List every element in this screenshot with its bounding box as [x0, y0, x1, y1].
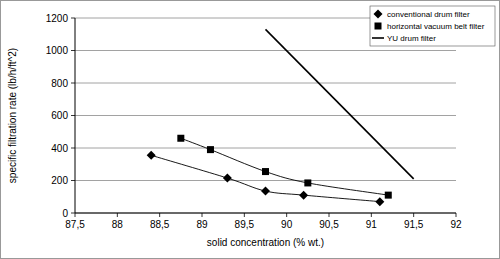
x-tick-label: 89 — [196, 219, 208, 230]
y-tick — [71, 50, 75, 51]
frame — [1, 1, 500, 259]
grid-line — [75, 180, 456, 181]
data-point — [147, 151, 156, 160]
y-tick — [71, 83, 75, 84]
legend-line — [372, 37, 384, 39]
y-tick — [71, 148, 75, 149]
series-line — [266, 29, 414, 179]
y-axis-title: specific filtration rate (lb/h/ft^2) — [7, 48, 18, 183]
x-axis — [75, 213, 456, 214]
x-tick-label: 88,5 — [150, 219, 170, 230]
legend-label: YU drum filter — [387, 34, 436, 43]
x-tick — [117, 213, 118, 217]
x-tick — [244, 213, 245, 217]
legend-label: conventional drum filter — [387, 10, 470, 19]
x-tick — [75, 213, 76, 217]
grid-line — [75, 115, 456, 116]
x-tick-label: 91 — [366, 219, 378, 230]
x-tick-label: 92 — [450, 219, 462, 230]
legend-marker — [374, 10, 383, 19]
grid-line — [75, 50, 456, 51]
legend-label: horizontal vacuum belt filter — [387, 22, 485, 31]
series-line — [181, 138, 388, 195]
grid-line — [75, 83, 456, 84]
x-tick — [286, 213, 287, 217]
x-tick-label: 88 — [112, 219, 124, 230]
data-point — [304, 179, 311, 186]
grid-line — [75, 213, 456, 214]
x-tick-label: 90,5 — [319, 219, 339, 230]
y-tick-label: 400 — [51, 143, 68, 154]
x-tick-label: 91,5 — [404, 219, 424, 230]
data-point — [177, 135, 184, 142]
x-tick-label: 87,5 — [65, 219, 85, 230]
data-point — [385, 192, 392, 199]
y-tick — [71, 115, 75, 116]
y-axis — [75, 18, 76, 213]
y-tick — [71, 213, 75, 214]
x-tick — [202, 213, 203, 217]
y-tick — [71, 180, 75, 181]
data-point — [261, 187, 270, 196]
data-point — [262, 168, 269, 175]
data-point — [299, 191, 308, 200]
legend-marker — [375, 23, 382, 30]
plot-data — [147, 29, 414, 206]
y-tick-label: 1000 — [46, 45, 69, 56]
data-point — [223, 174, 232, 183]
x-axis-title: solid concentration (% wt.) — [207, 237, 324, 248]
x-tick — [456, 213, 457, 217]
y-tick-label: 800 — [51, 78, 68, 89]
chart: 0 200 400 600 800 1000 1200 87,5 88 88,5 89 89,5 90 9… — [0, 0, 500, 259]
data-point — [207, 146, 214, 153]
x-tick-label: 90 — [281, 219, 293, 230]
legend: conventional drum filter horizontal vacuu… — [370, 6, 495, 46]
grid-line — [75, 148, 456, 149]
x-tick — [371, 213, 372, 217]
data-point — [375, 197, 384, 206]
legend-box — [370, 6, 495, 46]
y-tick-label: 0 — [62, 208, 68, 219]
x-tick — [413, 213, 414, 217]
x-tick — [329, 213, 330, 217]
y-tick — [71, 18, 75, 19]
y-tick-label: 1200 — [46, 13, 69, 24]
x-tick-label: 89,5 — [235, 219, 255, 230]
x-tick — [159, 213, 160, 217]
y-tick-label: 200 — [51, 175, 68, 186]
y-tick-label: 600 — [51, 110, 68, 121]
series-line — [151, 155, 380, 201]
